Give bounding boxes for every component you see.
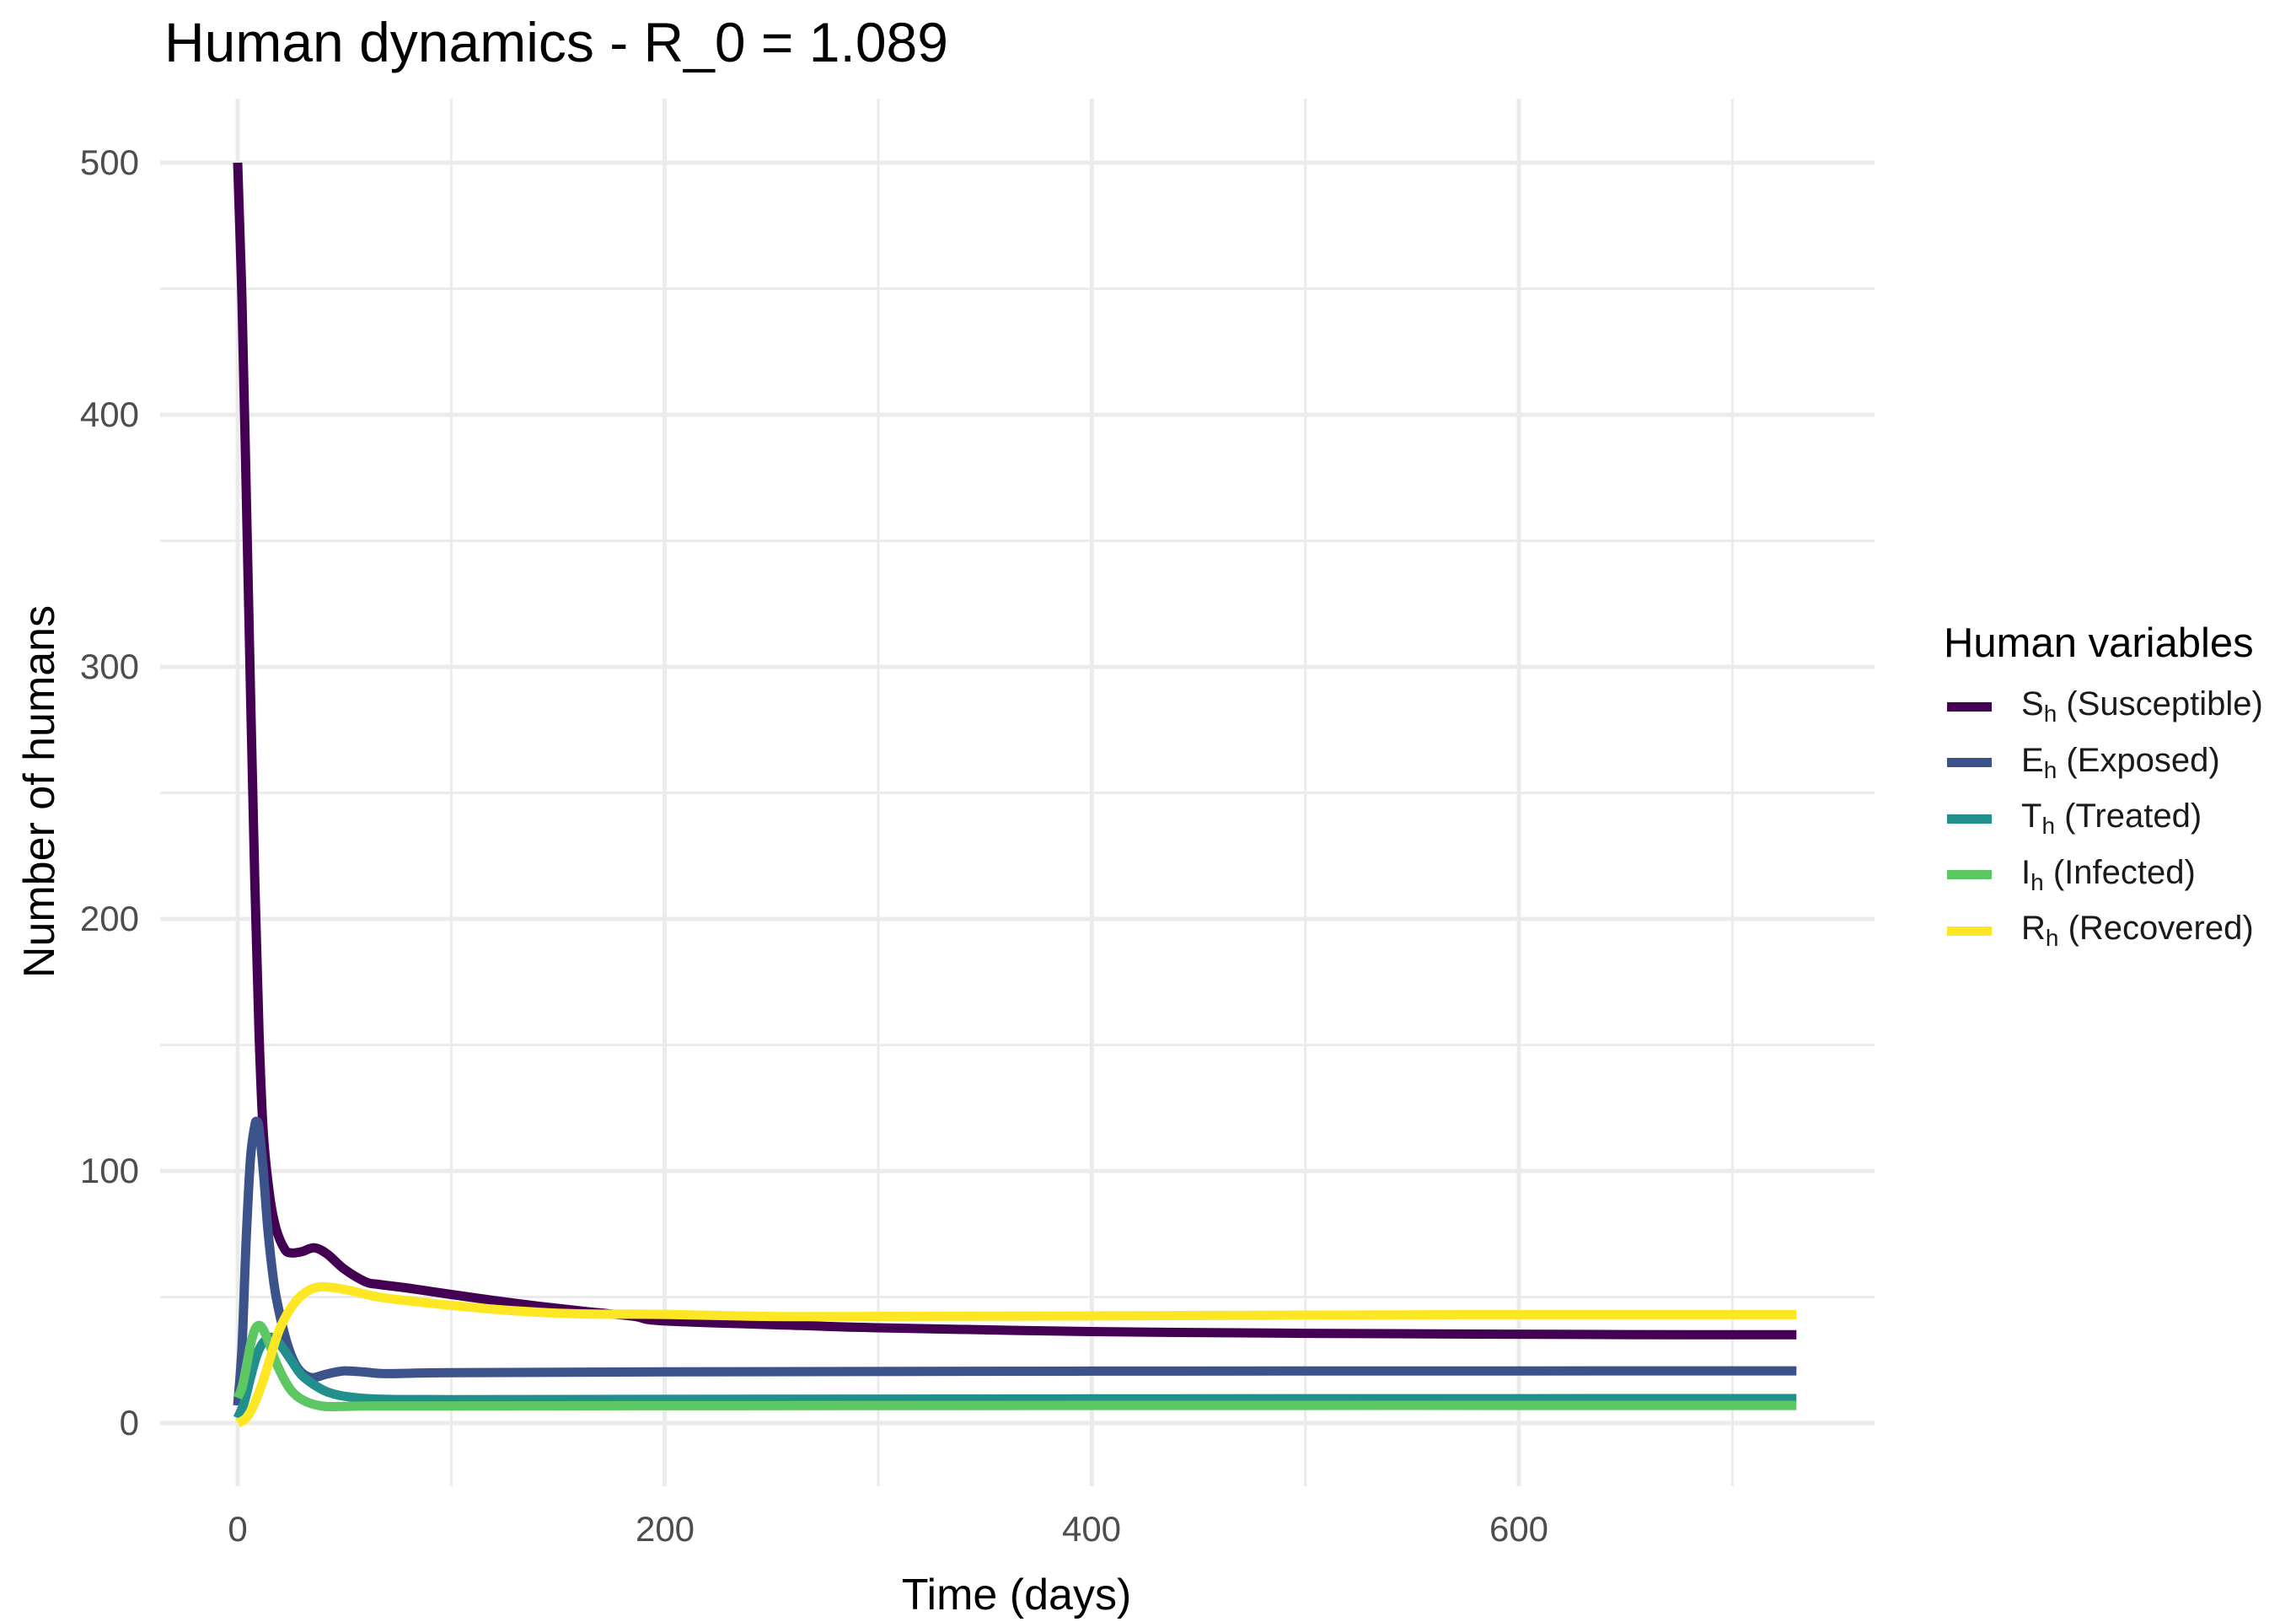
legend-key-line-icon bbox=[1947, 758, 1992, 768]
y-tick-label: 0 bbox=[119, 1403, 139, 1442]
y-tick-label: 400 bbox=[79, 395, 139, 434]
legend-label: Rh (Recovered) bbox=[2021, 910, 2254, 952]
series-line-infected bbox=[233, 1320, 1797, 1411]
series-lines bbox=[233, 162, 1797, 1427]
x-tick-label: 400 bbox=[1061, 1509, 1122, 1549]
legend-item-treated: Th (Treated) bbox=[1944, 791, 2263, 847]
legend-label: Th (Treated) bbox=[2021, 798, 2202, 840]
series-line-exposed bbox=[233, 1116, 1797, 1406]
series-line-susceptible bbox=[233, 162, 1797, 1340]
y-tick-label: 300 bbox=[79, 647, 139, 686]
legend-key-line-icon bbox=[1947, 870, 1992, 880]
major-gridlines bbox=[160, 99, 1875, 1486]
y-tick-label: 200 bbox=[79, 899, 139, 938]
legend-label: Eh (Exposed) bbox=[2021, 741, 2220, 783]
chart-title: Human dynamics - R_0 = 1.089 bbox=[164, 11, 948, 73]
legend: Human variables Sh (Susceptible) Eh (Exp… bbox=[1944, 620, 2263, 959]
legend-item-exposed: Eh (Exposed) bbox=[1944, 735, 2263, 792]
legend-item-susceptible: Sh (Susceptible) bbox=[1944, 679, 2263, 735]
y-tick-label: 100 bbox=[79, 1151, 139, 1190]
legend-item-infected: Ih (Infected) bbox=[1944, 847, 2263, 904]
minor-gridlines bbox=[160, 99, 1875, 1486]
series-line-recovered bbox=[235, 1281, 1797, 1427]
legend-key-line-icon bbox=[1947, 701, 1992, 712]
y-axis-label: Number of humans bbox=[15, 604, 64, 979]
legend-item-recovered: Rh (Recovered) bbox=[1944, 903, 2263, 959]
x-axis-label: Time (days) bbox=[901, 1571, 1132, 1619]
series-line-treated bbox=[233, 1332, 1797, 1421]
legend-key-line-icon bbox=[1947, 814, 1992, 824]
legend-key-line-icon bbox=[1947, 926, 1992, 936]
y-tick-label: 500 bbox=[79, 142, 139, 182]
legend-label: Sh (Susceptible) bbox=[2021, 685, 2263, 728]
x-tick-label: 600 bbox=[1489, 1509, 1549, 1549]
x-tick-label: 200 bbox=[635, 1509, 695, 1549]
legend-title: Human variables bbox=[1944, 620, 2254, 666]
legend-label: Ih (Infected) bbox=[2021, 853, 2196, 895]
x-tick-label: 0 bbox=[228, 1509, 248, 1549]
